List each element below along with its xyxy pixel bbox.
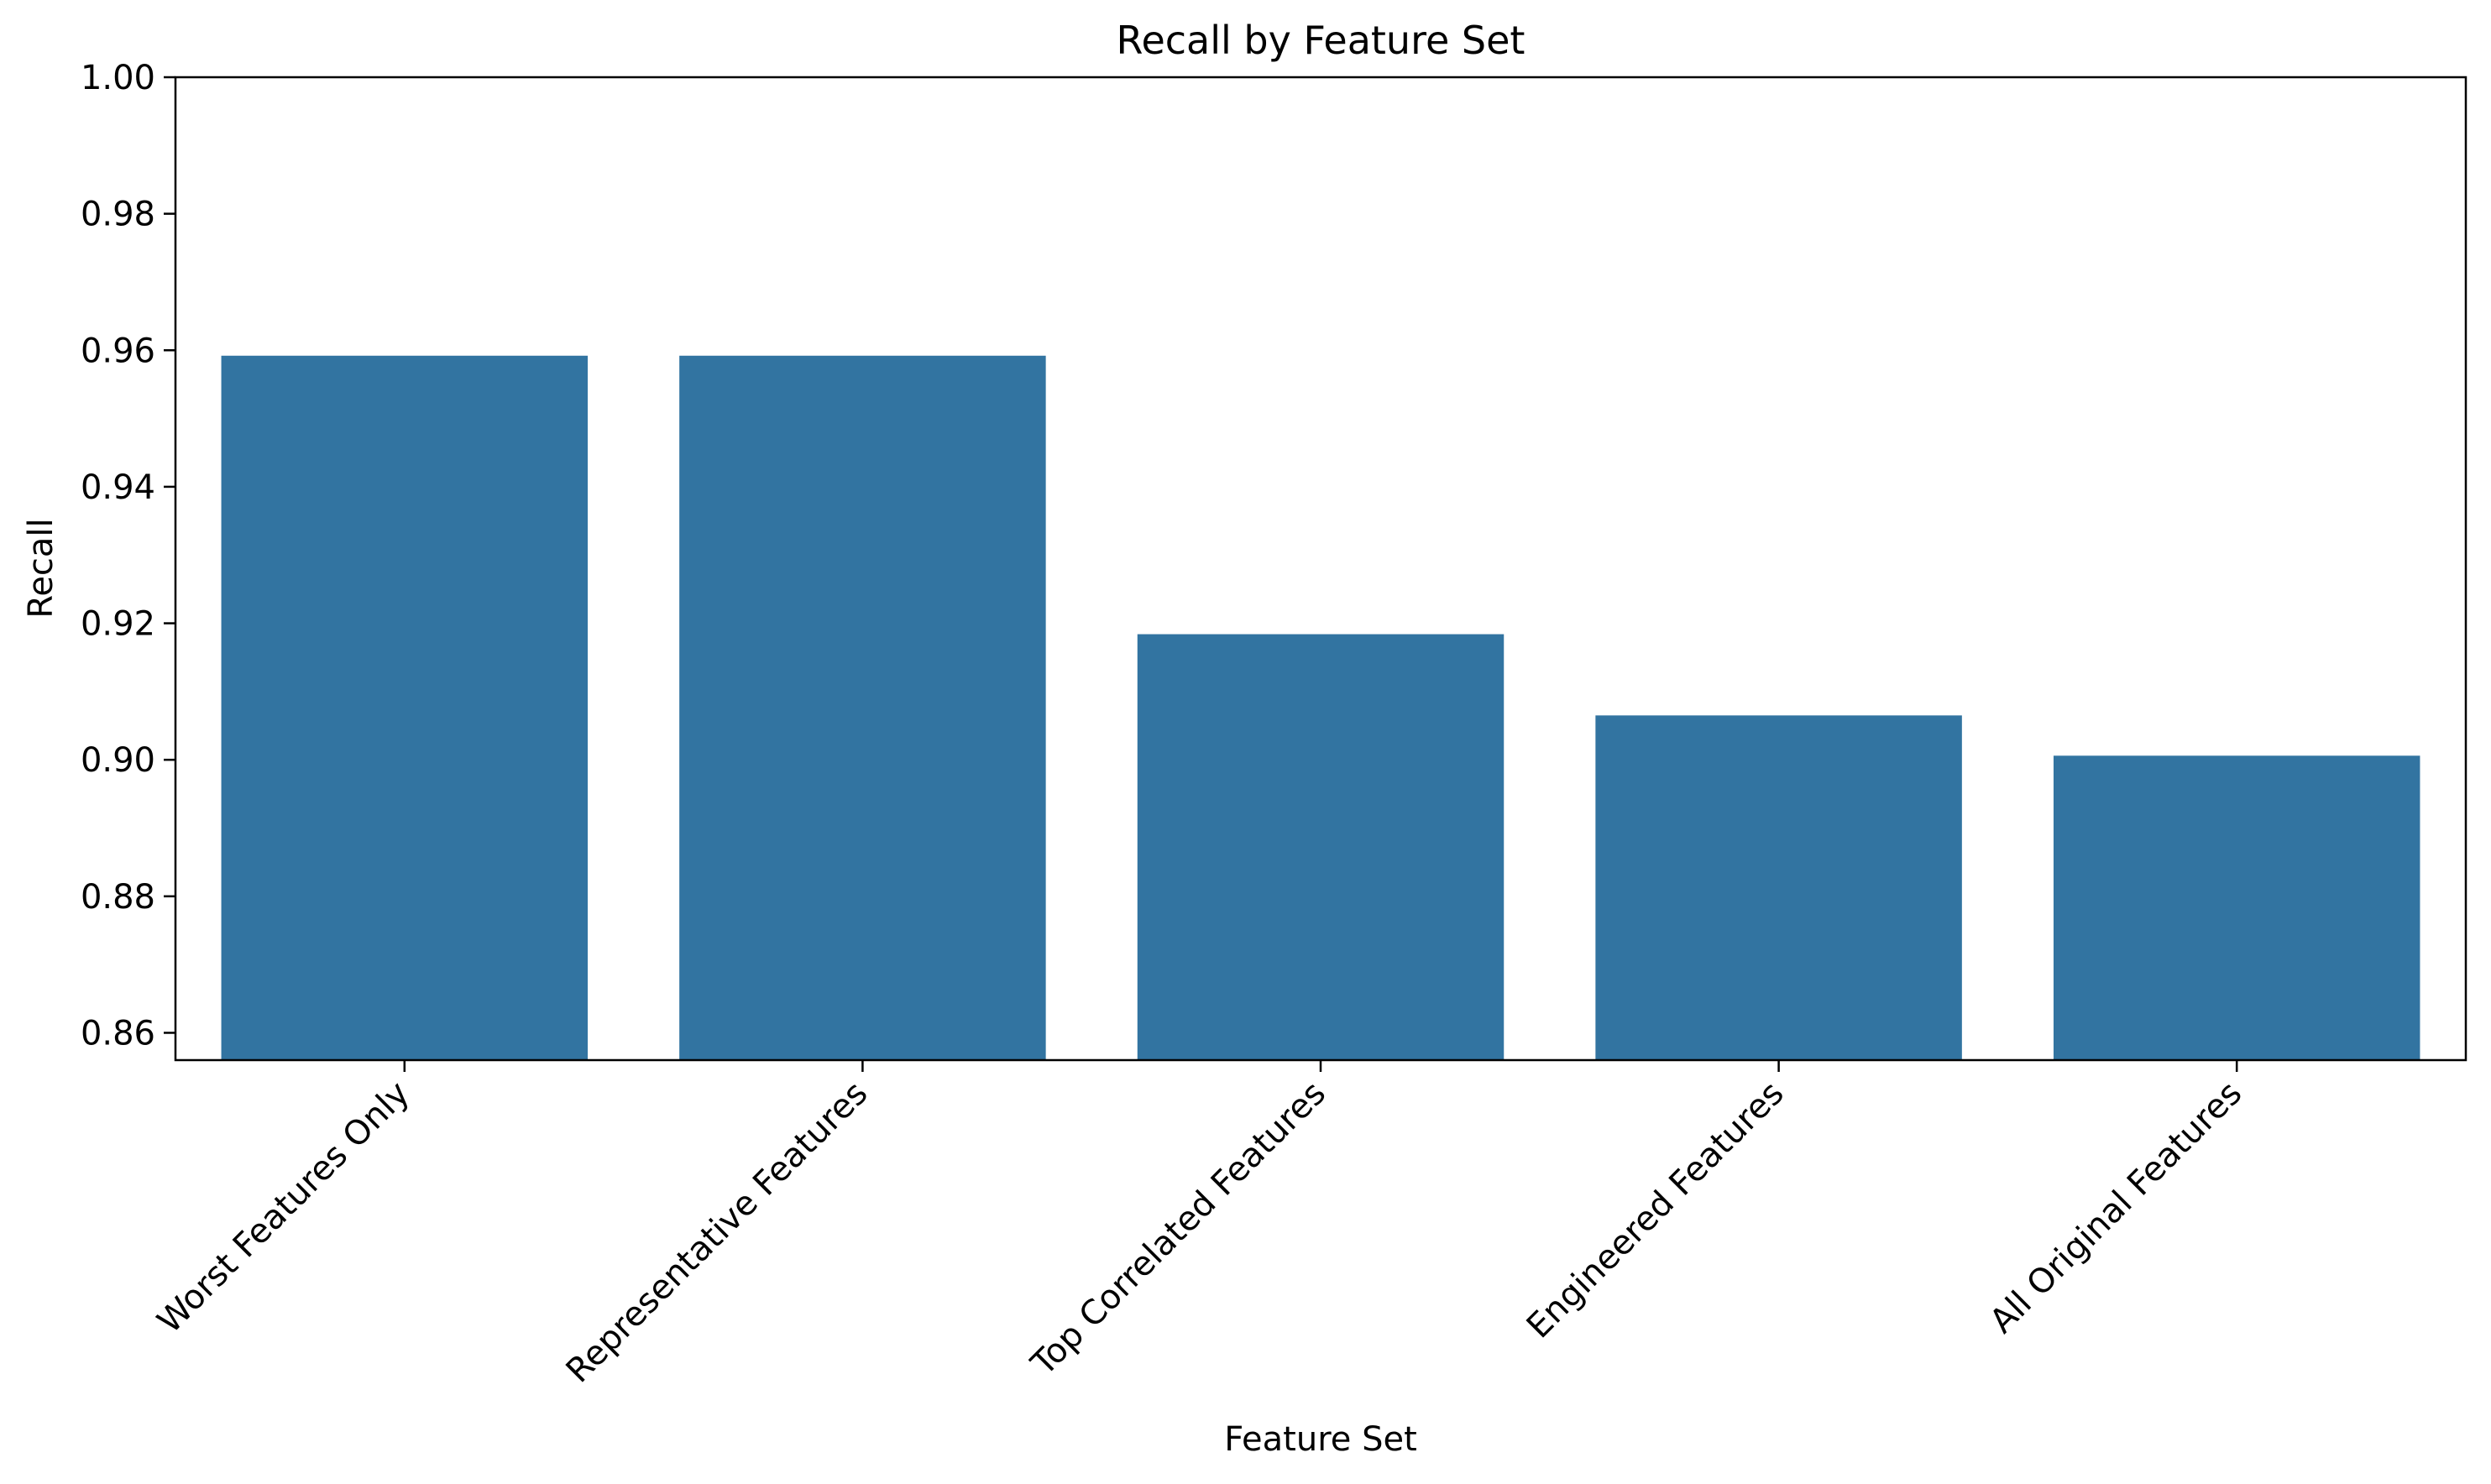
plot-frame (174, 76, 2467, 1062)
chart-title: Recall by Feature Set (1117, 18, 1525, 63)
x-axis-label: Feature Set (1224, 1420, 1417, 1459)
y-axis-label: Recall (22, 518, 60, 618)
y-tick-label-1: 0.88 (81, 878, 155, 917)
x-tick-label-3: Engineered Features (1520, 1074, 1792, 1346)
y-tick-label-7: 1.00 (81, 59, 155, 97)
y-tick-label-4: 0.94 (81, 468, 155, 507)
y-tick-label-2: 0.90 (81, 741, 155, 780)
y-axis-ticks: 0.86 0.88 0.90 0.92 0.94 0.96 0.98 1.00 (81, 59, 175, 1053)
bar-1 (679, 355, 1046, 1060)
x-tick-label-1: Representative Features (559, 1074, 876, 1391)
x-tick-label-2: Top Correlated Features (1023, 1074, 1333, 1384)
bar-3 (1595, 715, 1962, 1060)
y-tick-label-6: 0.98 (81, 196, 155, 234)
bar-4 (2053, 755, 2420, 1060)
x-tick-label-4: All Original Features (1982, 1074, 2249, 1341)
y-tick-label-0: 0.86 (81, 1014, 155, 1053)
x-axis-ticks: Worst Features Only Representative Featur… (150, 1060, 2249, 1390)
bar-2 (1137, 634, 1505, 1060)
y-tick-label-5: 0.96 (81, 332, 155, 370)
bars-group (221, 355, 2420, 1060)
y-tick-label-3: 0.92 (81, 605, 155, 644)
bar-0 (221, 355, 589, 1060)
x-tick-label-0: Worst Features Only (150, 1074, 417, 1341)
